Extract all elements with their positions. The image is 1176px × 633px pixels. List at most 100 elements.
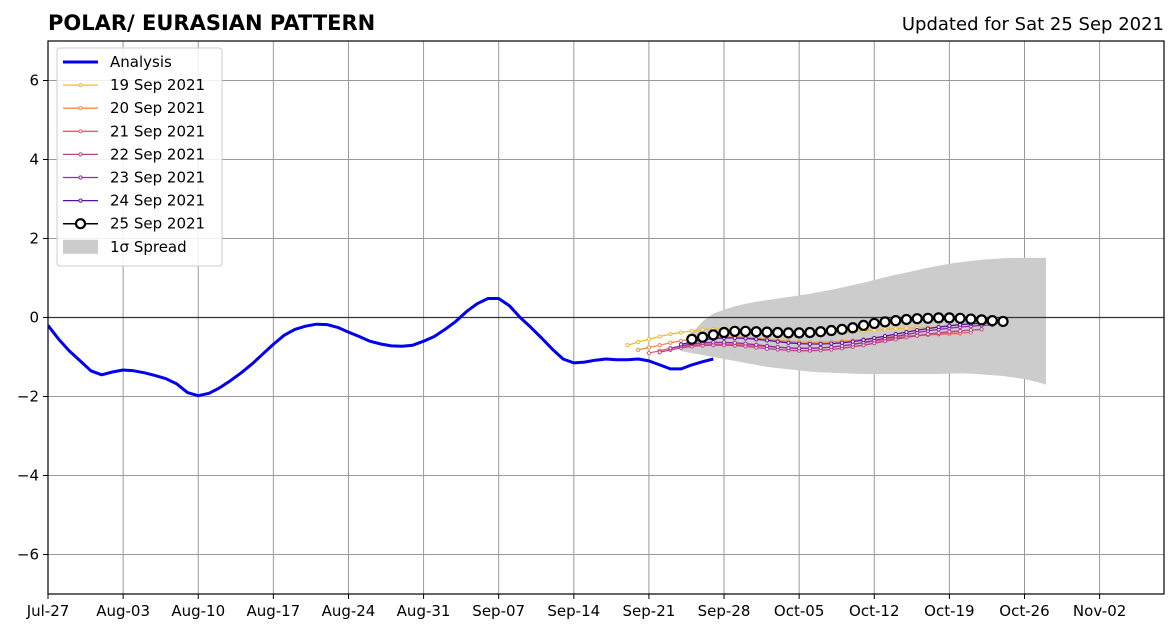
forecast-point — [657, 334, 662, 339]
forecast-point — [646, 345, 652, 350]
forecast-point — [625, 343, 630, 348]
forecast-point — [807, 346, 812, 351]
latest-forecast-point — [965, 313, 977, 325]
latest-forecast-point — [857, 319, 870, 331]
forecast-point — [818, 341, 823, 347]
y-tick-label: 2 — [29, 230, 39, 248]
forecast-point — [754, 337, 759, 342]
forecast-point — [797, 346, 802, 351]
latest-forecast-point — [900, 313, 913, 326]
latest-forecast-point — [793, 327, 805, 339]
forecast-point — [936, 330, 941, 336]
forecast-point — [775, 345, 780, 350]
legend-label: 23 Sep 2021 — [110, 169, 205, 187]
latest-forecast-point — [943, 312, 955, 324]
forecast-point — [700, 327, 705, 332]
legend-label: 24 Sep 2021 — [110, 192, 205, 210]
forecast-point — [925, 326, 931, 331]
latest-forecast-point — [868, 317, 880, 330]
legend-swatch-marker — [78, 198, 83, 203]
forecast-point — [958, 328, 963, 334]
x-tick-label: Aug-24 — [322, 602, 376, 620]
analysis-layer — [48, 297, 714, 398]
forecast-point — [679, 342, 684, 347]
y-axis-ticks: −6 −4 −2 0 2 4 6 — [17, 72, 48, 564]
forecast-point — [646, 350, 652, 356]
x-tick-label: Nov-02 — [1073, 602, 1126, 620]
latest-forecast-point — [750, 326, 762, 338]
latest-forecast-point — [804, 326, 816, 339]
legend-swatch-spread — [63, 239, 98, 254]
legend-label: 22 Sep 2021 — [110, 145, 205, 163]
forecast-point — [786, 340, 791, 345]
latest-forecast-point — [911, 313, 923, 325]
legend-swatch-marker — [78, 175, 83, 180]
forecast-point — [636, 347, 641, 352]
y-tick-label: 0 — [29, 309, 39, 327]
forecast-point — [839, 340, 845, 345]
legend-swatch-marker — [78, 83, 83, 88]
x-tick-label: Aug-03 — [96, 602, 150, 620]
forecast-point — [743, 336, 748, 341]
latest-forecast-point — [772, 326, 784, 339]
forecast-point — [764, 343, 770, 349]
forecast-point — [807, 341, 812, 347]
forecast-point — [818, 345, 823, 351]
forecast-point — [882, 333, 888, 339]
legend-label: 1σ Spread — [110, 238, 187, 256]
x-tick-label: Oct-05 — [774, 602, 824, 620]
legend-swatch-marker — [78, 129, 83, 134]
latest-forecast-point — [890, 315, 902, 327]
legend-swatch-marker — [78, 152, 83, 157]
legend-label: 20 Sep 2021 — [110, 99, 205, 117]
latest-forecast-point — [707, 329, 719, 341]
y-tick-label: 6 — [29, 72, 39, 90]
latest-forecast-point — [761, 326, 773, 338]
x-tick-label: Oct-26 — [999, 602, 1049, 620]
forecast-point — [679, 330, 684, 335]
x-tick-label: Aug-10 — [171, 602, 225, 620]
forecast-point — [872, 335, 877, 341]
forecast-point — [657, 350, 662, 355]
forecast-point — [786, 345, 791, 351]
forecast-point — [947, 323, 952, 328]
forecast-point — [850, 339, 855, 344]
forecast-point — [947, 329, 952, 334]
forecast-point — [936, 324, 941, 330]
legend-box — [56, 47, 223, 267]
legend: Analysis 19 Sep 2021 20 Sep 2021 21 Sep 202… — [56, 47, 223, 267]
legend-swatch-marker — [74, 218, 87, 230]
latest-forecast-point — [986, 315, 998, 327]
latest-forecast-point — [975, 314, 988, 326]
legend-label: 19 Sep 2021 — [110, 76, 205, 94]
forecast-point — [689, 328, 694, 334]
latest-forecast-point — [954, 312, 966, 324]
forecast-point — [732, 340, 737, 345]
legend-label: 25 Sep 2021 — [110, 215, 205, 233]
forecast-point — [829, 341, 834, 346]
forecast-point — [893, 331, 898, 337]
forecast-point — [904, 330, 909, 335]
forecast-point — [882, 327, 888, 332]
x-tick-label: Sep-28 — [698, 602, 751, 620]
latest-forecast-point — [686, 333, 698, 345]
forecast-point — [797, 341, 802, 346]
forecast-point — [668, 340, 673, 345]
latest-forecast-point — [729, 325, 741, 337]
latest-forecast-point — [739, 325, 752, 337]
latest-forecast-point — [782, 327, 795, 339]
forecast-point — [861, 337, 866, 343]
latest-forecast-point — [847, 322, 859, 334]
latest-forecast-point — [879, 316, 891, 328]
latest-forecast-point — [815, 326, 827, 338]
legend-label: 21 Sep 2021 — [110, 122, 205, 140]
latest-forecast-layer — [686, 312, 1009, 345]
forecast-point — [775, 339, 780, 344]
forecast-point — [754, 342, 759, 347]
y-tick-label: −4 — [17, 467, 39, 485]
x-tick-label: Oct-12 — [849, 602, 899, 620]
forecast-point — [679, 338, 684, 343]
latest-forecast-point — [696, 331, 709, 343]
x-tick-label: Oct-19 — [924, 602, 974, 620]
x-axis-ticks: Jul-27 Aug-03 Aug-10 Aug-17 Aug-24 Aug-31 Sep-… — [26, 594, 1126, 620]
